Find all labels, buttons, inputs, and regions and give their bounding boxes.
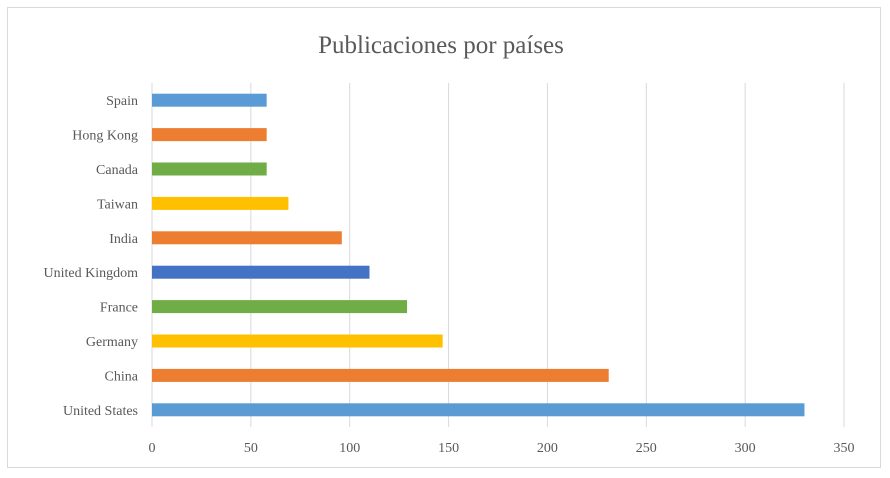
category-label: Taiwan	[97, 197, 138, 212]
category-label: United Kingdom	[44, 266, 139, 281]
bar-united-states	[152, 403, 805, 417]
x-tick-label: 150	[438, 441, 459, 456]
x-tick-label: 350	[834, 441, 855, 456]
category-label: United States	[63, 404, 138, 419]
x-tick-label: 300	[735, 441, 756, 456]
x-tick-label: 0	[149, 441, 156, 456]
bar-chart: Publicaciones por países United States Ch…	[44, 32, 855, 456]
bar-taiwan	[152, 196, 289, 210]
x-tick-label: 250	[636, 441, 657, 456]
x-tick-labels: 0 50 100 150 200 250 300 350	[149, 441, 855, 456]
bar-spain	[152, 93, 267, 107]
category-label: Canada	[96, 163, 139, 178]
bar-germany	[152, 334, 443, 348]
x-tick-label: 100	[339, 441, 360, 456]
bar-canada	[152, 162, 267, 176]
bar-hong-kong	[152, 128, 267, 142]
category-label: India	[109, 232, 139, 247]
bar-india	[152, 231, 342, 245]
bar-united-kingdom	[152, 265, 370, 279]
category-label: Hong Kong	[72, 129, 138, 144]
x-tick-label: 50	[244, 441, 258, 456]
chart-frame: Publicaciones por países United States Ch…	[7, 7, 881, 468]
category-labels: United States China Germany France United Ki…	[44, 94, 139, 419]
category-label: China	[105, 369, 139, 384]
bar-china	[152, 368, 609, 382]
chart-title: Publicaciones por países	[318, 32, 564, 59]
x-tick-label: 200	[537, 441, 558, 456]
bar-france	[152, 300, 408, 314]
category-label: Germany	[86, 335, 138, 350]
category-label: Spain	[106, 94, 138, 109]
category-label: France	[100, 301, 138, 316]
bars	[152, 93, 805, 417]
